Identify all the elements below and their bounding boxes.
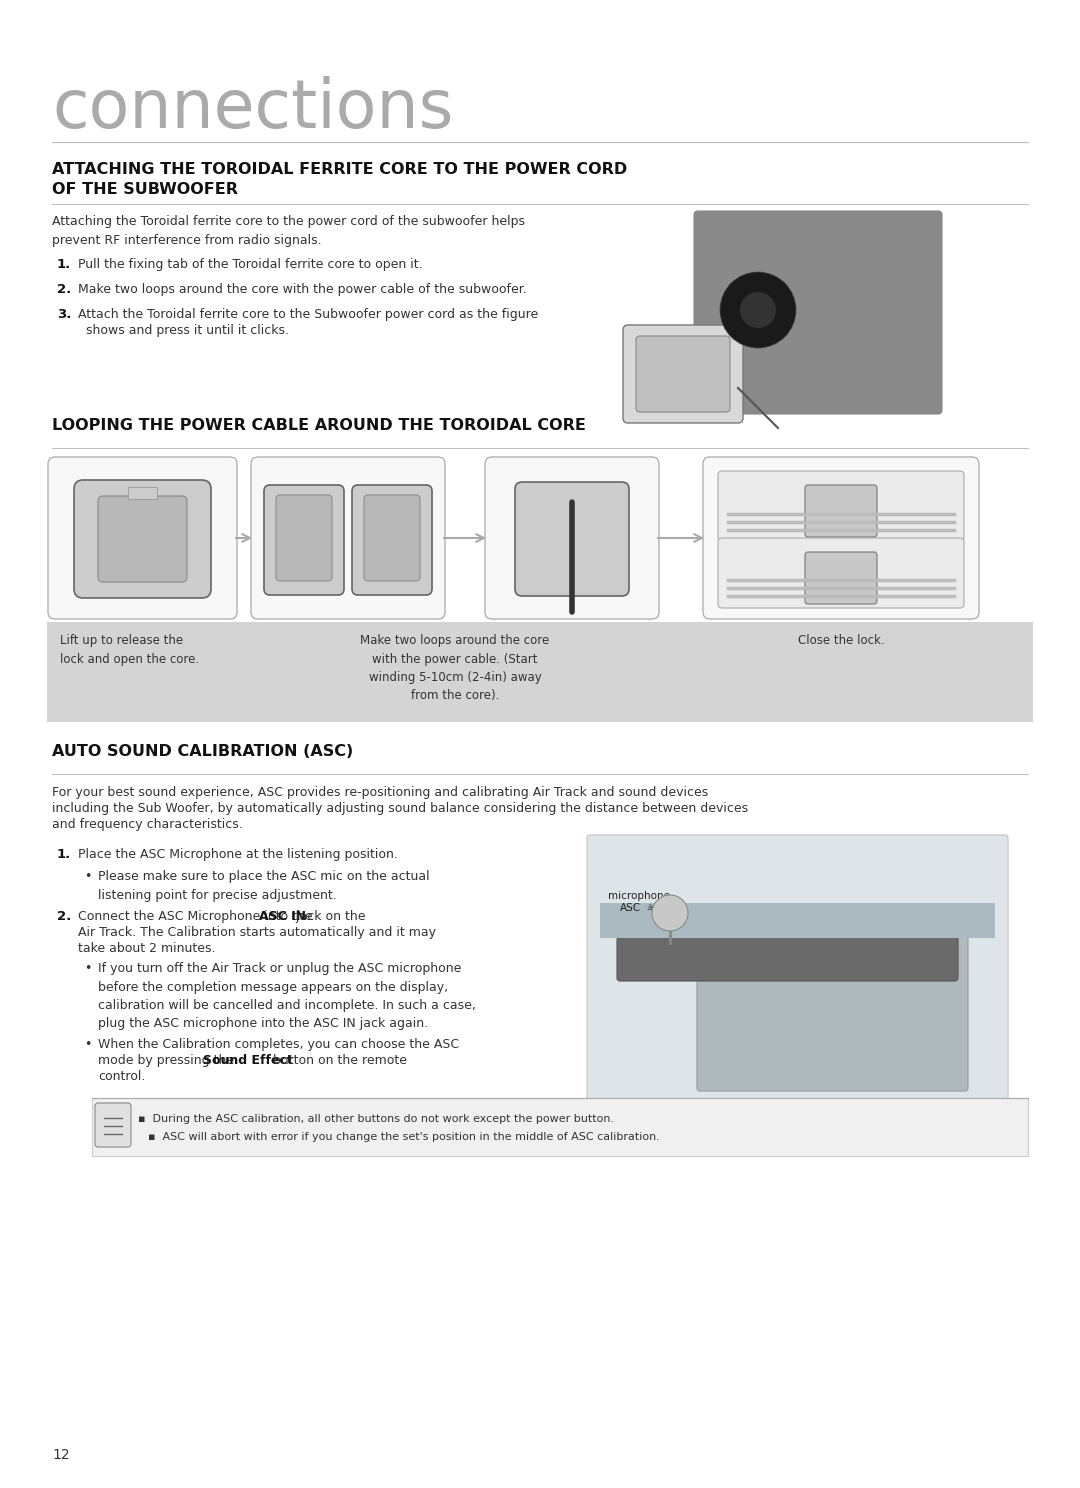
FancyBboxPatch shape (588, 835, 1008, 1101)
Text: ATTACHING THE TOROIDAL FERRITE CORE TO THE POWER CORD: ATTACHING THE TOROIDAL FERRITE CORE TO T… (52, 162, 627, 177)
FancyArrowPatch shape (235, 534, 249, 542)
Text: and frequency characteristics.: and frequency characteristics. (52, 818, 243, 830)
Text: •: • (84, 870, 92, 882)
Text: 1.: 1. (57, 848, 71, 862)
Text: Air Track. The Calibration starts automatically and it may: Air Track. The Calibration starts automa… (78, 926, 436, 939)
Circle shape (652, 894, 688, 931)
Text: Pull the fixing tab of the Toroidal ferrite core to open it.: Pull the fixing tab of the Toroidal ferr… (78, 257, 422, 271)
Text: Please make sure to place the ASC mic on the actual
listening point for precise : Please make sure to place the ASC mic on… (98, 870, 430, 902)
Text: 2.: 2. (57, 911, 71, 923)
FancyBboxPatch shape (636, 336, 730, 412)
FancyBboxPatch shape (617, 937, 958, 981)
Bar (600, 903, 995, 937)
Text: control.: control. (98, 1070, 146, 1083)
Text: connections: connections (52, 76, 454, 141)
FancyBboxPatch shape (623, 324, 743, 423)
Text: including the Sub Woofer, by automatically adjusting sound balance considering t: including the Sub Woofer, by automatical… (52, 802, 748, 815)
FancyBboxPatch shape (485, 457, 659, 619)
Circle shape (740, 292, 777, 327)
FancyBboxPatch shape (718, 472, 964, 542)
Text: 12: 12 (52, 1448, 69, 1463)
Text: Attaching the Toroidal ferrite core to the power cord of the subwoofer helps
pre: Attaching the Toroidal ferrite core to t… (52, 214, 525, 247)
Text: 1.: 1. (57, 257, 71, 271)
Text: •: • (84, 1039, 92, 1051)
FancyBboxPatch shape (95, 1103, 131, 1147)
FancyBboxPatch shape (251, 457, 445, 619)
Text: Attach the Toroidal ferrite core to the Subwoofer power cord as the figure: Attach the Toroidal ferrite core to the … (78, 308, 538, 321)
Text: ASC: ASC (620, 903, 642, 914)
Text: 3.: 3. (57, 308, 71, 321)
Text: Place the ASC Microphone at the listening position.: Place the ASC Microphone at the listenin… (78, 848, 397, 862)
Bar (92, 1098, 1028, 1156)
FancyBboxPatch shape (805, 485, 877, 537)
Text: Connect the ASC Microphone into the: Connect the ASC Microphone into the (78, 911, 316, 923)
Text: take about 2 minutes.: take about 2 minutes. (78, 942, 216, 955)
Bar (129, 487, 157, 498)
Text: Make two loops around the core with the power cable of the subwoofer.: Make two loops around the core with the … (78, 283, 527, 296)
FancyBboxPatch shape (703, 457, 978, 619)
FancyBboxPatch shape (805, 552, 877, 604)
Text: button on the remote: button on the remote (269, 1054, 407, 1067)
FancyBboxPatch shape (48, 457, 237, 619)
Text: AUTO SOUND CALIBRATION (ASC): AUTO SOUND CALIBRATION (ASC) (52, 744, 353, 759)
Text: If you turn off the Air Track or unplug the ASC microphone
before the completion: If you turn off the Air Track or unplug … (98, 963, 476, 1031)
FancyBboxPatch shape (276, 496, 332, 580)
FancyArrowPatch shape (444, 534, 484, 542)
FancyBboxPatch shape (75, 481, 211, 598)
FancyBboxPatch shape (352, 485, 432, 595)
Text: ▪  ASC will abort with error if you change the set's position in the middle of A: ▪ ASC will abort with error if you chang… (148, 1132, 660, 1141)
Circle shape (720, 272, 796, 348)
Text: mode by pressing the: mode by pressing the (98, 1054, 238, 1067)
Text: When the Calibration completes, you can choose the ASC: When the Calibration completes, you can … (98, 1039, 459, 1051)
FancyBboxPatch shape (515, 482, 629, 597)
Bar (48, 622, 1032, 722)
FancyBboxPatch shape (697, 934, 968, 1091)
Text: jack on the: jack on the (292, 911, 365, 923)
FancyBboxPatch shape (264, 485, 345, 595)
Text: Make two loops around the core
with the power cable. (Start
winding 5-10cm (2-4i: Make two loops around the core with the … (361, 634, 550, 702)
Text: OF THE SUBWOOFER: OF THE SUBWOOFER (52, 182, 238, 196)
Text: ASC IN: ASC IN (259, 911, 306, 923)
Text: For your best sound experience, ASC provides re-positioning and calibrating Air : For your best sound experience, ASC prov… (52, 786, 708, 799)
FancyBboxPatch shape (694, 211, 942, 414)
Text: Close the lock.: Close the lock. (798, 634, 885, 647)
Text: ▪  During the ASC calibration, all other buttons do not work except the power bu: ▪ During the ASC calibration, all other … (138, 1115, 615, 1123)
FancyArrowPatch shape (658, 534, 702, 542)
Text: 2.: 2. (57, 283, 71, 296)
FancyBboxPatch shape (364, 496, 420, 580)
FancyBboxPatch shape (98, 496, 187, 582)
Text: Lift up to release the
lock and open the core.: Lift up to release the lock and open the… (60, 634, 199, 665)
Text: microphone: microphone (608, 891, 670, 902)
Text: Sound Effect: Sound Effect (203, 1054, 293, 1067)
FancyBboxPatch shape (718, 539, 964, 609)
Text: LOOPING THE POWER CABLE AROUND THE TOROIDAL CORE: LOOPING THE POWER CABLE AROUND THE TOROI… (52, 418, 585, 433)
Text: shows and press it until it clicks.: shows and press it until it clicks. (86, 324, 289, 336)
Text: •: • (84, 963, 92, 975)
